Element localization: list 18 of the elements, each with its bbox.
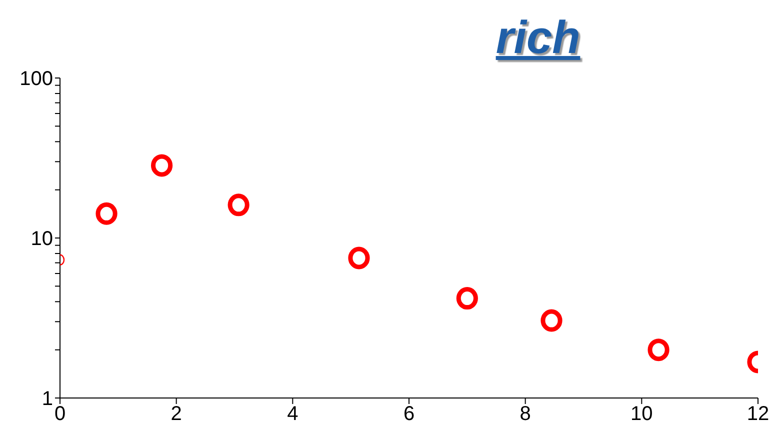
point (348, 246, 370, 270)
y-tick-label: 100 (20, 68, 53, 90)
x-tick-label: 6 (403, 403, 415, 426)
chart-title: rich (494, 10, 582, 64)
x-tick-label: 2 (170, 403, 182, 426)
point (540, 309, 562, 332)
y-tick-label: 1 (42, 388, 53, 410)
point (150, 154, 173, 177)
x-tick-label: 8 (520, 403, 531, 426)
point (96, 202, 118, 225)
x-tick-label: 0 (54, 403, 66, 426)
x-tick-label: 4 (287, 403, 298, 426)
point (456, 287, 478, 310)
y-tick-label: 10 (30, 228, 53, 250)
x-tick-label: 10 (630, 403, 653, 426)
point (648, 338, 670, 362)
x-tick-label: 12 (746, 403, 770, 426)
point (228, 194, 250, 216)
